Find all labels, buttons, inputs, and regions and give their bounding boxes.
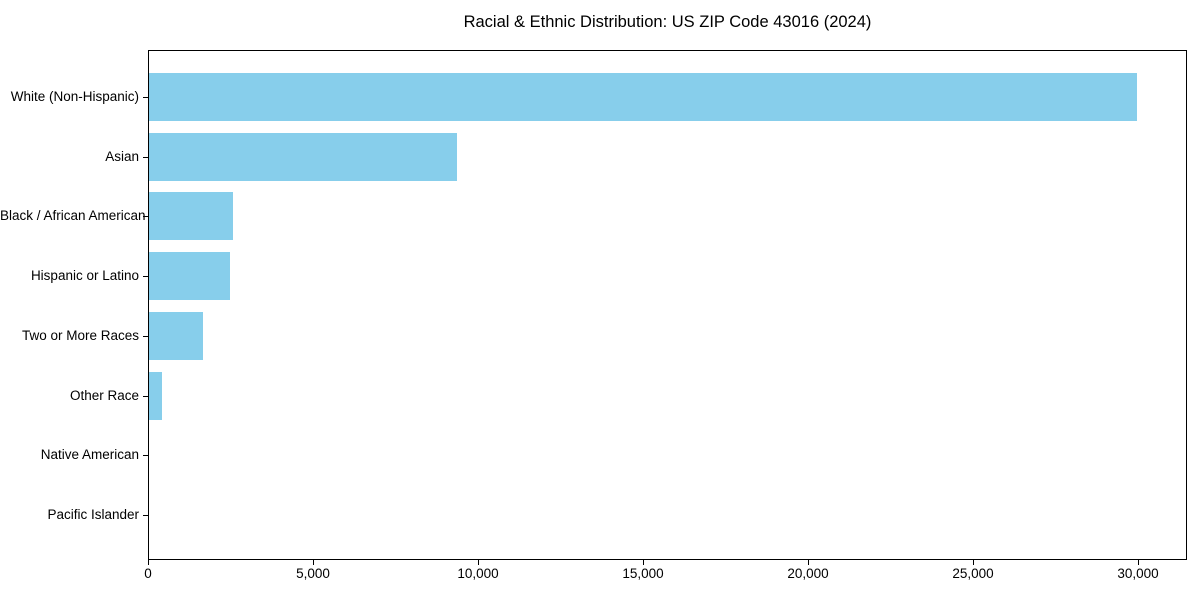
x-tick-mark — [313, 560, 314, 565]
bar — [149, 133, 458, 181]
bar — [149, 312, 203, 360]
y-axis-label: Other Race — [69, 388, 139, 403]
x-axis-tick-label: 25,000 — [952, 566, 994, 581]
y-tick-mark — [143, 97, 148, 98]
y-axis-label: Asian — [105, 149, 139, 164]
y-axis-label: Pacific Islander — [47, 507, 139, 522]
x-tick-mark — [973, 560, 974, 565]
y-tick-mark — [143, 396, 148, 397]
x-axis-tick-label: 20,000 — [787, 566, 829, 581]
y-tick-mark — [143, 157, 148, 158]
bar — [149, 73, 1137, 121]
y-tick-mark — [143, 336, 148, 337]
bar — [149, 372, 162, 420]
y-axis-label: Two or More Races — [21, 328, 139, 343]
x-tick-mark — [478, 560, 479, 565]
x-tick-mark — [808, 560, 809, 565]
x-axis-tick-label: 15,000 — [622, 566, 664, 581]
bar — [149, 252, 231, 300]
plot-area — [148, 50, 1187, 560]
x-axis-tick-label: 5,000 — [296, 566, 330, 581]
x-axis-tick-label: 10,000 — [457, 566, 499, 581]
y-axis-label: Black / African American — [0, 208, 146, 223]
x-tick-mark — [643, 560, 644, 565]
y-axis-label: White (Non-Hispanic) — [10, 89, 139, 104]
y-tick-mark — [143, 276, 148, 277]
x-tick-mark — [148, 560, 149, 565]
x-axis-tick-label: 30,000 — [1117, 566, 1159, 581]
x-axis-tick-label: 0 — [144, 566, 152, 581]
x-tick-mark — [1138, 560, 1139, 565]
y-tick-mark — [143, 455, 148, 456]
bar — [149, 192, 233, 240]
y-tick-mark — [143, 216, 148, 217]
y-tick-mark — [143, 515, 148, 516]
chart-title: Racial & Ethnic Distribution: US ZIP Cod… — [463, 13, 872, 31]
y-axis-label: Hispanic or Latino — [30, 268, 139, 283]
y-axis-label: Native American — [40, 447, 139, 462]
